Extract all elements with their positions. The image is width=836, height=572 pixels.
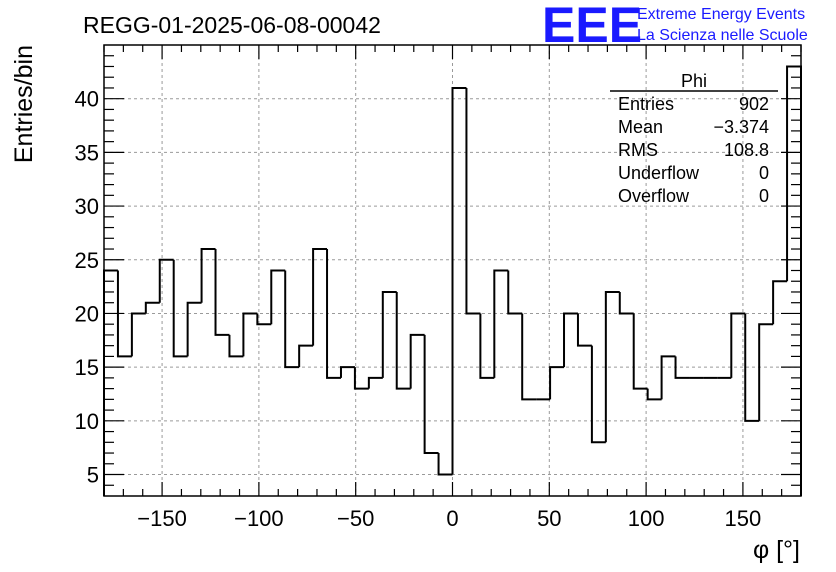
stats-label-mean: Mean xyxy=(618,117,663,137)
x-tick-label: −100 xyxy=(234,506,284,531)
x-tick-label: 150 xyxy=(725,506,762,531)
histogram-bin xyxy=(130,312,146,357)
histogram-bin xyxy=(339,366,355,378)
x-tick-label: 0 xyxy=(446,506,458,531)
axis-ticks xyxy=(103,45,802,496)
x-axis-label: φ [°] xyxy=(753,536,800,564)
y-tick-label: 30 xyxy=(75,194,99,219)
histogram-bin xyxy=(451,86,467,475)
histogram-bin xyxy=(256,313,272,326)
stats-label-overflow: Overflow xyxy=(618,186,690,206)
histogram-bin xyxy=(646,388,662,401)
stats-label-underflow: Underflow xyxy=(618,163,700,183)
x-tick-label: −150 xyxy=(137,506,187,531)
stats-value-rms: 108.8 xyxy=(724,140,769,160)
histogram-series xyxy=(103,65,802,496)
histogram-bin xyxy=(270,269,286,325)
histogram-bin xyxy=(632,313,648,390)
histogram-bin xyxy=(744,313,760,422)
y-tick-label: 10 xyxy=(75,409,99,434)
logo-mark: EEE xyxy=(542,0,642,53)
histogram-bin xyxy=(242,312,258,357)
stats-label-entries: Entries xyxy=(618,94,674,114)
histogram-bin xyxy=(381,290,397,378)
logo-line-2: La Scienza nelle Scuole xyxy=(637,27,808,44)
y-tick-label: 5 xyxy=(87,463,99,488)
histogram-bin xyxy=(465,87,481,315)
y-tick-label: 15 xyxy=(75,355,99,380)
x-tick-label: 100 xyxy=(628,506,665,531)
histogram-bin xyxy=(200,248,216,303)
histogram-bin xyxy=(563,312,578,368)
stats-box: Phi Entries 902 Mean −3.374 RMS 108.8 Un… xyxy=(610,71,778,206)
histogram-bin xyxy=(604,290,620,443)
histogram-bin xyxy=(284,270,300,369)
histogram-bin xyxy=(353,367,369,390)
histogram-bin xyxy=(493,269,509,378)
histogram-bin xyxy=(437,453,453,476)
histogram-bin xyxy=(423,334,439,455)
histogram-bin xyxy=(172,259,188,358)
eee-logo: EEE Extreme Energy Events La Scienza nel… xyxy=(542,0,808,53)
x-tick-label: 50 xyxy=(537,506,561,531)
chart-title: REGG-01-2025-06-08-00042 xyxy=(83,12,381,38)
histogram-bin xyxy=(674,356,690,379)
histogram-bin xyxy=(409,333,425,389)
histogram-bin xyxy=(758,323,774,421)
histogram-bin xyxy=(521,313,537,401)
histogram-bin xyxy=(590,345,606,444)
histogram-bin xyxy=(116,270,132,358)
histogram-bin xyxy=(618,291,634,315)
histogram-bin xyxy=(214,249,230,336)
axis-tick-labels: −150 −100 −50 0 50 100 150 5 10 15 20 25 30 35 40 xyxy=(75,87,762,531)
y-axis-label: Entries/bin xyxy=(10,45,38,163)
histogram-bin xyxy=(395,291,411,390)
histogram-bin xyxy=(158,258,174,303)
stats-value-overflow: 0 xyxy=(759,186,769,206)
histogram-bin xyxy=(144,301,160,314)
histogram-bin xyxy=(772,280,788,325)
histogram-bin xyxy=(228,334,244,358)
histogram-bin xyxy=(103,269,118,496)
y-tick-label: 35 xyxy=(75,140,99,165)
x-tick-label: −50 xyxy=(337,506,374,531)
stats-value-mean: −3.374 xyxy=(713,117,769,137)
histogram-bin xyxy=(479,313,495,379)
stats-value-entries: 902 xyxy=(739,94,769,114)
histogram-bin xyxy=(298,344,314,368)
histogram-bin xyxy=(507,270,523,315)
histogram-bin xyxy=(549,366,565,400)
y-tick-label: 25 xyxy=(75,248,99,273)
stats-value-underflow: 0 xyxy=(759,163,769,183)
histogram-bin xyxy=(186,301,202,357)
histogram-bin xyxy=(576,313,592,347)
histogram-bin xyxy=(326,249,341,379)
histogram-bin xyxy=(367,376,383,389)
y-tick-label: 20 xyxy=(75,301,99,326)
histogram-bin xyxy=(730,312,746,378)
histogram-bin xyxy=(312,248,328,346)
logo-line-1: Extreme Energy Events xyxy=(637,6,805,23)
stats-title: Phi xyxy=(681,71,707,91)
histogram-bin xyxy=(660,355,676,400)
stats-label-rms: RMS xyxy=(618,140,658,160)
y-tick-label: 40 xyxy=(75,87,99,112)
